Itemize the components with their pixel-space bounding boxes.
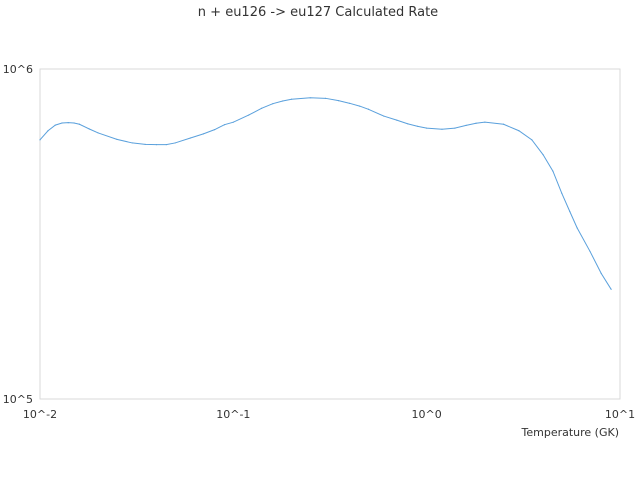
data-point <box>465 124 467 126</box>
x-axis-ticks: 10^-2 10^-1 10^0 10^1 <box>23 408 635 421</box>
data-point <box>324 97 327 99</box>
data-point <box>600 272 602 275</box>
data-point <box>518 130 520 132</box>
data-point <box>131 142 133 144</box>
data-point <box>272 103 274 105</box>
y-tick-label: 10^5 <box>3 393 33 406</box>
data-point <box>531 139 533 141</box>
data-point <box>417 125 419 127</box>
data-point <box>61 122 63 124</box>
data-point <box>189 137 192 139</box>
data-point <box>589 250 591 253</box>
data-point <box>73 122 75 124</box>
data-point <box>576 227 578 229</box>
data-point <box>78 123 81 125</box>
data-point <box>232 121 234 123</box>
data-point <box>174 142 176 144</box>
rate-series-line <box>39 97 612 290</box>
data-point <box>569 210 571 213</box>
data-point <box>542 154 544 156</box>
data-point <box>475 122 477 124</box>
chart-title: n + eu126 -> eu127 Calculated Rate <box>198 5 438 20</box>
data-point <box>383 115 385 117</box>
data-point <box>54 124 56 126</box>
data-point <box>214 129 216 131</box>
x-tick-label: 10^1 <box>605 408 635 421</box>
data-point <box>337 100 340 102</box>
data-point <box>282 100 284 102</box>
data-point <box>39 139 41 141</box>
data-point <box>47 130 49 132</box>
data-point <box>396 119 398 121</box>
data-point <box>67 122 69 124</box>
data-point <box>97 132 99 134</box>
y-axis-ticks: 10^5 10^6 <box>3 63 33 406</box>
data-point <box>155 144 157 146</box>
data-point <box>561 192 563 194</box>
y-tick-label: 10^6 <box>3 63 33 76</box>
x-tick-label: 10^-1 <box>216 408 250 421</box>
data-point <box>441 128 443 130</box>
x-tick-label: 10^0 <box>412 408 442 421</box>
data-point <box>610 288 612 290</box>
data-point <box>88 128 90 130</box>
data-point <box>454 127 456 129</box>
x-axis-label: Temperature (GK) <box>521 426 620 439</box>
data-point <box>484 121 486 123</box>
data-point <box>426 127 428 129</box>
data-point <box>165 144 167 146</box>
data-point <box>248 114 250 116</box>
data-point <box>349 102 351 104</box>
data-point <box>290 98 293 100</box>
data-point <box>116 138 118 140</box>
plot-area <box>39 68 621 400</box>
data-point <box>260 107 263 109</box>
data-point <box>309 97 311 99</box>
data-points <box>39 97 612 290</box>
x-tick-label: 10^-2 <box>23 408 57 421</box>
data-point <box>359 105 361 107</box>
data-point <box>223 124 226 126</box>
data-point <box>503 123 505 125</box>
data-point <box>144 143 146 145</box>
data-point <box>552 170 554 172</box>
data-point <box>407 123 409 125</box>
data-point <box>367 108 370 110</box>
data-point <box>202 133 204 135</box>
